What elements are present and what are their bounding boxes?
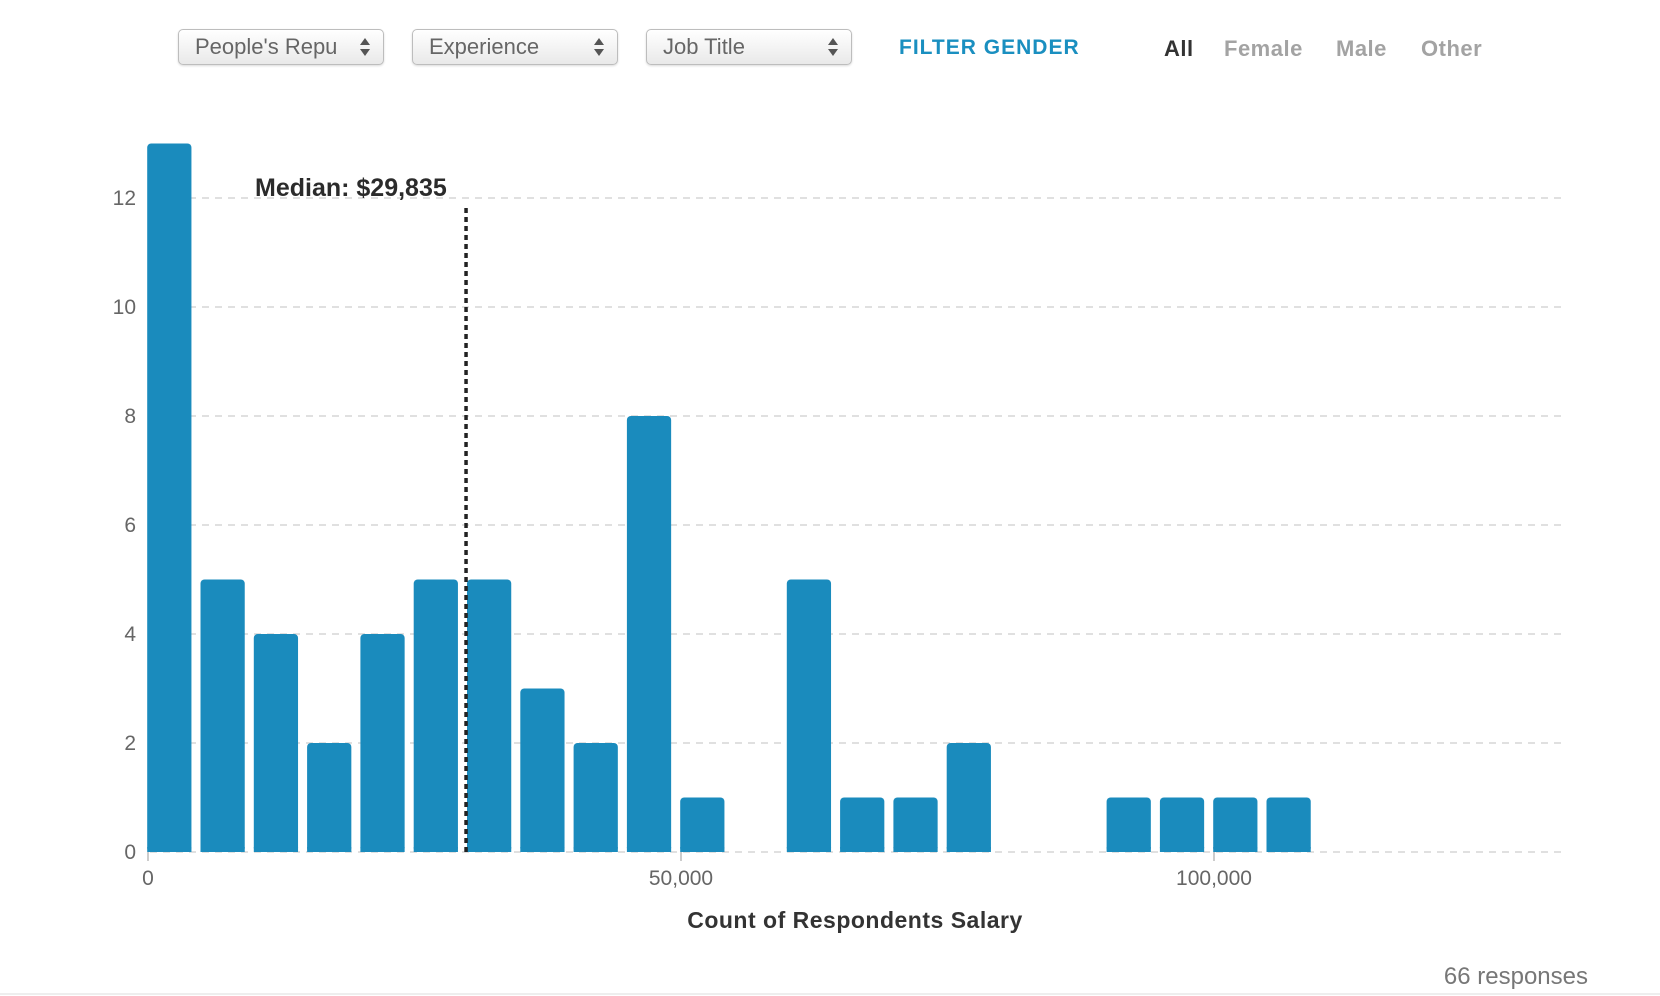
histogram-bar-base	[1159, 847, 1205, 852]
response-count: 66 responses	[1443, 963, 1588, 990]
country-select[interactable]: People's Repu	[178, 29, 384, 65]
histogram-bar	[147, 143, 192, 852]
job-title-select-value: Job Title	[663, 34, 745, 59]
histogram-bar-base	[1213, 847, 1258, 852]
histogram-bar	[1106, 797, 1151, 852]
x-axis-title: Count of Respondents Salary	[687, 907, 1023, 933]
histogram-bar	[946, 743, 991, 852]
y-tick-label: 0	[124, 841, 136, 864]
select-arrows-icon	[593, 35, 605, 59]
y-tick-label: 2	[124, 732, 136, 755]
median-label: Median: $29,835	[255, 174, 447, 202]
x-tick-label: 100,000	[1176, 867, 1252, 890]
histogram-bar	[1213, 797, 1258, 852]
histogram-bar-base	[307, 847, 352, 852]
histogram-bar	[573, 743, 618, 852]
bottom-divider	[0, 993, 1660, 995]
histogram-bar	[626, 416, 672, 852]
y-tick-label: 6	[124, 514, 136, 537]
gender-option-male[interactable]: Male	[1336, 36, 1387, 61]
histogram-bar-base	[680, 847, 725, 852]
histogram-bar	[253, 634, 299, 852]
histogram-bar-base	[147, 847, 192, 852]
y-tick-label: 4	[124, 623, 136, 646]
x-tick-label: 50,000	[649, 867, 713, 890]
histogram-bar-base	[1106, 847, 1151, 852]
histogram-bar	[307, 743, 352, 852]
y-tick-label: 8	[124, 405, 136, 428]
histogram-bar	[413, 579, 458, 852]
job-title-select[interactable]: Job Title	[646, 29, 852, 65]
select-arrows-icon	[359, 35, 371, 59]
histogram-bar-base	[467, 847, 512, 852]
histogram-bar	[786, 579, 832, 852]
experience-select[interactable]: Experience	[412, 29, 618, 65]
histogram-bar-base	[946, 847, 991, 852]
histogram-bar-base	[253, 847, 299, 852]
experience-select-value: Experience	[429, 34, 540, 59]
histogram-bar-base	[1266, 847, 1311, 852]
histogram-bar	[1159, 797, 1205, 852]
histogram-bar-base	[626, 847, 672, 852]
histogram-bar-base	[573, 847, 618, 852]
histogram-bar	[840, 797, 885, 852]
gender-option-female[interactable]: Female	[1224, 36, 1303, 61]
histogram-bar	[467, 579, 512, 852]
select-arrows-icon	[827, 35, 839, 59]
gender-option-all[interactable]: All	[1164, 36, 1194, 61]
histogram-bar	[200, 579, 245, 852]
histogram-bar-base	[840, 847, 885, 852]
y-tick-label: 12	[113, 187, 136, 210]
histogram-bar-base	[200, 847, 245, 852]
histogram-bar	[360, 634, 405, 852]
histogram-bar-base	[413, 847, 458, 852]
histogram-bar-base	[520, 847, 565, 852]
histogram-bar	[893, 797, 938, 852]
histogram-bar	[520, 688, 565, 852]
histogram-bar	[680, 797, 725, 852]
histogram-bar-base	[360, 847, 405, 852]
histogram-bar-base	[786, 847, 832, 852]
filter-gender-title: FILTER GENDER	[899, 36, 1080, 59]
histogram-bar	[1266, 797, 1311, 852]
y-tick-label: 10	[113, 296, 136, 319]
filter-toolbar: People's Repu Experience Job Title FILTE…	[0, 0, 1660, 100]
histogram-bar-base	[893, 847, 938, 852]
country-select-value: People's Repu	[195, 34, 338, 59]
x-tick-label: 0	[142, 867, 154, 890]
gender-option-other[interactable]: Other	[1421, 36, 1483, 61]
